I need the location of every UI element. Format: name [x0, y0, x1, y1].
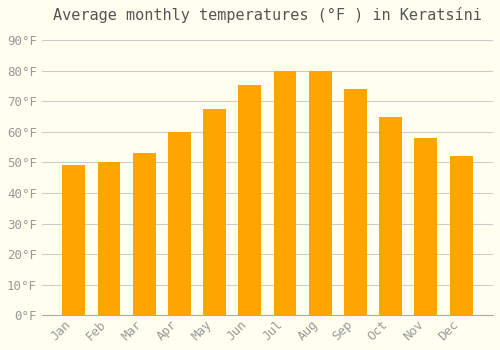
Bar — [132, 153, 156, 315]
Bar — [168, 132, 191, 315]
Bar — [309, 71, 332, 315]
Bar — [274, 71, 296, 315]
Bar — [62, 166, 85, 315]
Bar — [379, 117, 402, 315]
Bar — [344, 89, 367, 315]
Bar — [450, 156, 472, 315]
Bar — [414, 138, 438, 315]
Title: Average monthly temperatures (°F ) in Keratsíni: Average monthly temperatures (°F ) in Ke… — [53, 7, 482, 23]
Bar — [203, 109, 226, 315]
Bar — [238, 84, 262, 315]
Bar — [98, 162, 120, 315]
